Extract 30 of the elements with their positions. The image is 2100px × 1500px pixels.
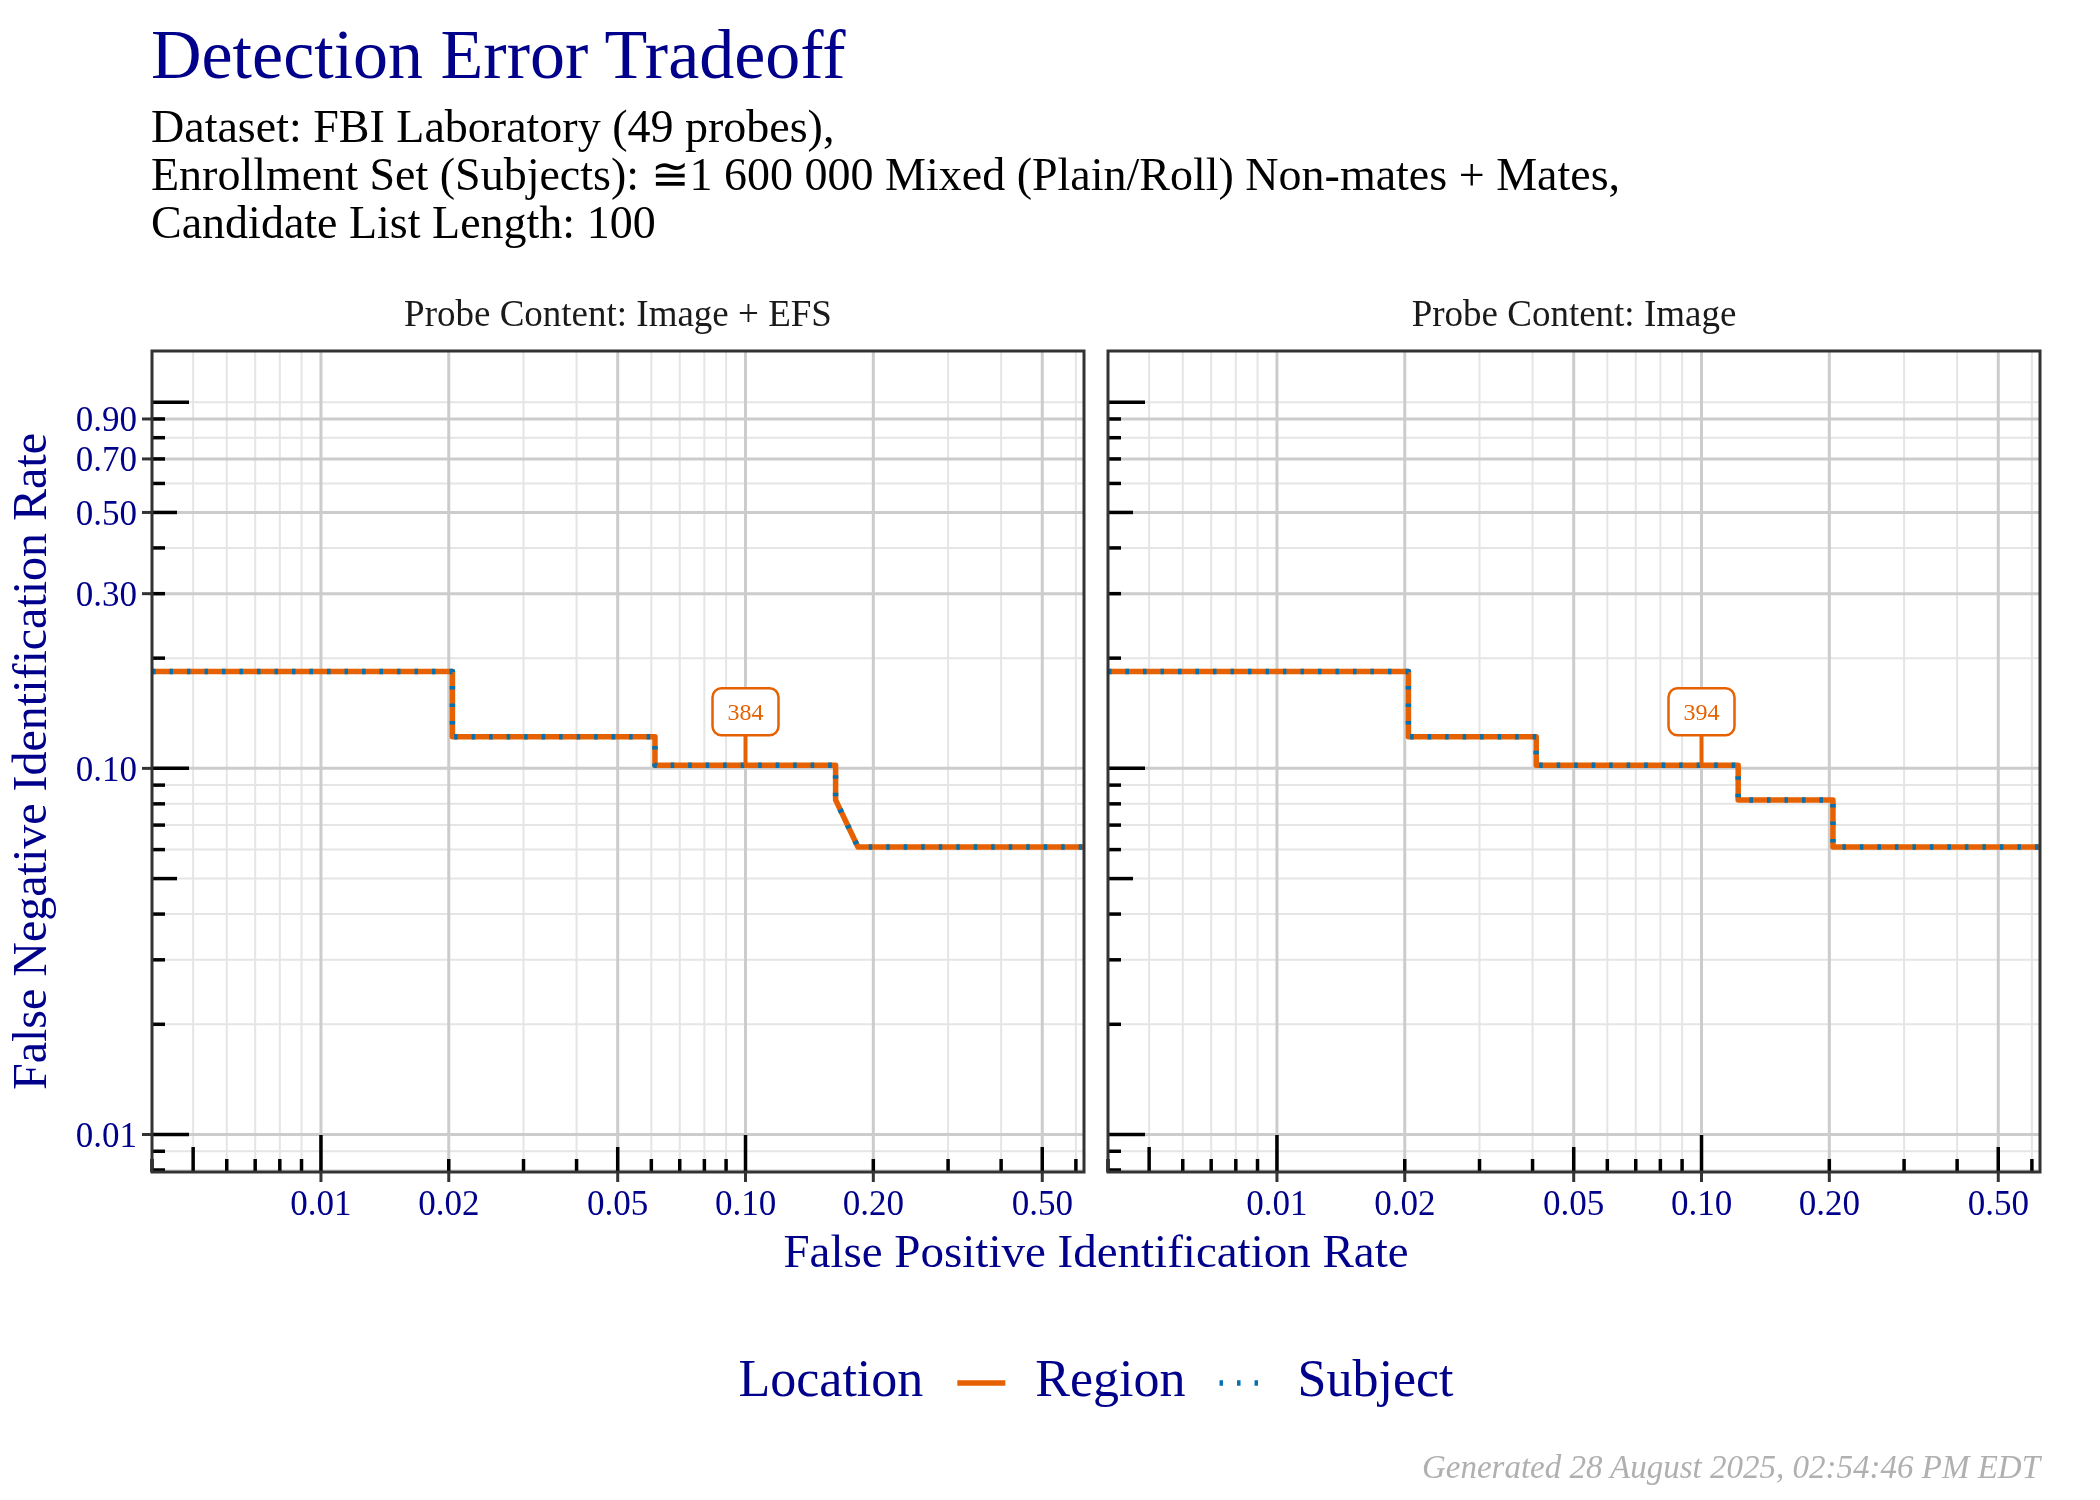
text: Probe Content: Image + EFS (404, 293, 832, 334)
x-tick-label: 0.05 (587, 1184, 649, 1223)
x-axis-title: False Positive Identification Rate (783, 1225, 1409, 1277)
x-tick-label: 0.20 (1798, 1184, 1860, 1223)
legend-label: Region (1035, 1350, 1186, 1407)
legend-title: Location (738, 1350, 924, 1407)
y-tick-label: 0.10 (75, 749, 137, 789)
y-tick-label: 0.70 (75, 440, 137, 480)
chart-title: Probe Content: Image (1411, 293, 1737, 334)
legend-label: Subject (1297, 1350, 1455, 1407)
x-tick-label: 0.10 (714, 1184, 777, 1223)
x-tick-label: 0.10 (1670, 1184, 1733, 1223)
x-tick-label: 0.02 (1374, 1184, 1436, 1223)
x-tick-label: 0.01 (290, 1184, 352, 1223)
y-tick-label: 0.30 (75, 574, 137, 614)
x-tick-label: 0.02 (418, 1184, 480, 1223)
x-tick-label: 0.05 (1543, 1184, 1605, 1223)
y-axis-title: False Negative Identification Rate (3, 432, 56, 1091)
x-tick-label: 0.50 (1011, 1184, 1073, 1223)
y-tick-label: 0.90 (75, 400, 137, 440)
chart-subtitle: Dataset: FBI Laboratory (49 probes), Enrollment Set (Subjects): ≅1 600 000 Mixed (Plain/Roll) Non-mates + Mates, Candidate List Length: 100 (151, 101, 1621, 248)
text: Generated 28 August 2025, 02:54:46 PM EDT (1421, 1449, 2043, 1485)
annotation: 384 (727, 699, 764, 726)
y-tick-label: 0.50 (75, 493, 137, 533)
x-tick-label: 0.50 (1967, 1184, 2029, 1223)
x-tick-label: 0.01 (1246, 1184, 1308, 1223)
annotation: 394 (1683, 699, 1720, 726)
x-tick-label: 0.20 (842, 1184, 904, 1223)
y-tick-label: 0.01 (75, 1115, 137, 1155)
chart-title: Detection Error Tradeoff (151, 16, 847, 93)
